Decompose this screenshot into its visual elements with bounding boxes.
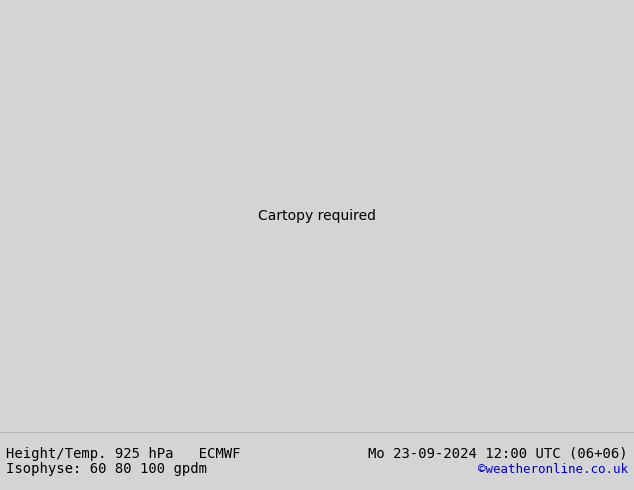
Text: Cartopy required: Cartopy required (258, 209, 376, 223)
Text: Isophyse: 60 80 100 gpdm: Isophyse: 60 80 100 gpdm (6, 462, 207, 475)
Text: ©weatheronline.co.uk: ©weatheronline.co.uk (477, 463, 628, 475)
Text: Height/Temp. 925 hPa   ECMWF: Height/Temp. 925 hPa ECMWF (6, 447, 241, 461)
Text: Mo 23-09-2024 12:00 UTC (06+06): Mo 23-09-2024 12:00 UTC (06+06) (368, 447, 628, 461)
